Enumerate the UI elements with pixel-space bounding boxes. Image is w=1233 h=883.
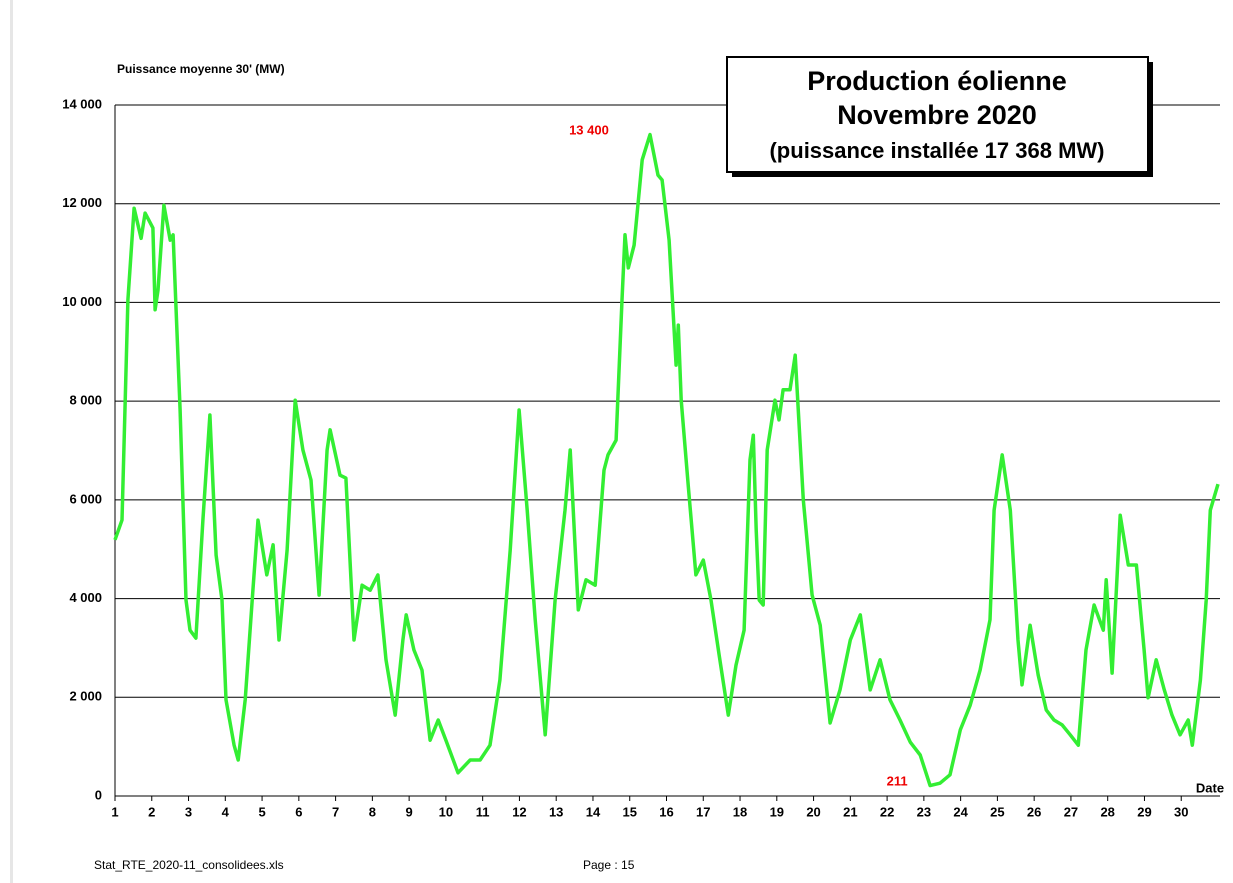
min-annotation: 211 xyxy=(887,773,908,788)
x-tick-label: 8 xyxy=(369,804,376,819)
x-tick-label: 4 xyxy=(222,804,230,819)
x-tick-label: 23 xyxy=(917,804,931,819)
y-axis-label: Puissance moyenne 30' (MW) xyxy=(117,62,285,76)
y-tick-label: 8 000 xyxy=(69,393,102,408)
x-tick-label: 13 xyxy=(549,804,563,819)
x-tick-label: 6 xyxy=(295,804,302,819)
x-tick-label: 11 xyxy=(476,804,490,819)
x-tick-label: 7 xyxy=(332,804,339,819)
x-tick-label: 16 xyxy=(659,804,673,819)
y-tick-label: 6 000 xyxy=(69,491,102,506)
x-tick-label: 28 xyxy=(1100,804,1114,819)
x-tick-label: 9 xyxy=(406,804,413,819)
line-series xyxy=(113,132,1220,788)
x-tick-label: 3 xyxy=(185,804,192,819)
max-annotation: 13 400 xyxy=(569,122,609,137)
x-tick-label: 19 xyxy=(770,804,784,819)
x-tick-label: 27 xyxy=(1064,804,1078,819)
x-axis-label: Date xyxy=(1196,780,1224,795)
x-tick-label: 15 xyxy=(622,804,636,819)
y-tick-label: 12 000 xyxy=(62,195,102,210)
x-tick-label: 18 xyxy=(733,804,747,819)
page-edge xyxy=(10,0,13,883)
x-tick-label: 22 xyxy=(880,804,894,819)
y-tick-label: 10 000 xyxy=(62,294,102,309)
footer-page: Page : 15 xyxy=(583,858,635,872)
x-tick-label: 1 xyxy=(111,804,118,819)
x-tick-label: 12 xyxy=(512,804,526,819)
x-tick-label: 5 xyxy=(258,804,265,819)
x-tick-label: 20 xyxy=(806,804,820,819)
title-box xyxy=(726,56,1149,173)
x-tick-label: 26 xyxy=(1027,804,1041,819)
chart-title: Production éolienne xyxy=(807,66,1067,96)
x-tick-label: 30 xyxy=(1174,804,1188,819)
y-tick-label: 0 xyxy=(95,787,102,802)
chart-title: Novembre 2020 xyxy=(837,100,1037,130)
y-tick-label: 14 000 xyxy=(62,96,102,111)
x-tick-label: 24 xyxy=(953,804,968,819)
x-tick-label: 25 xyxy=(990,804,1004,819)
x-tick-label: 2 xyxy=(148,804,155,819)
x-tick-label: 17 xyxy=(696,804,710,819)
y-tick-label: 4 000 xyxy=(69,590,102,605)
x-tick-label: 29 xyxy=(1137,804,1151,819)
x-tick-label: 10 xyxy=(439,804,453,819)
y-tick-label: 2 000 xyxy=(69,689,102,704)
x-tick-label: 21 xyxy=(843,804,857,819)
x-tick-label: 14 xyxy=(586,804,601,819)
chart-subtitle: (puissance installée 17 368 MW) xyxy=(769,138,1104,163)
footer-file: Stat_RTE_2020-11_consolidees.xls xyxy=(94,858,284,872)
